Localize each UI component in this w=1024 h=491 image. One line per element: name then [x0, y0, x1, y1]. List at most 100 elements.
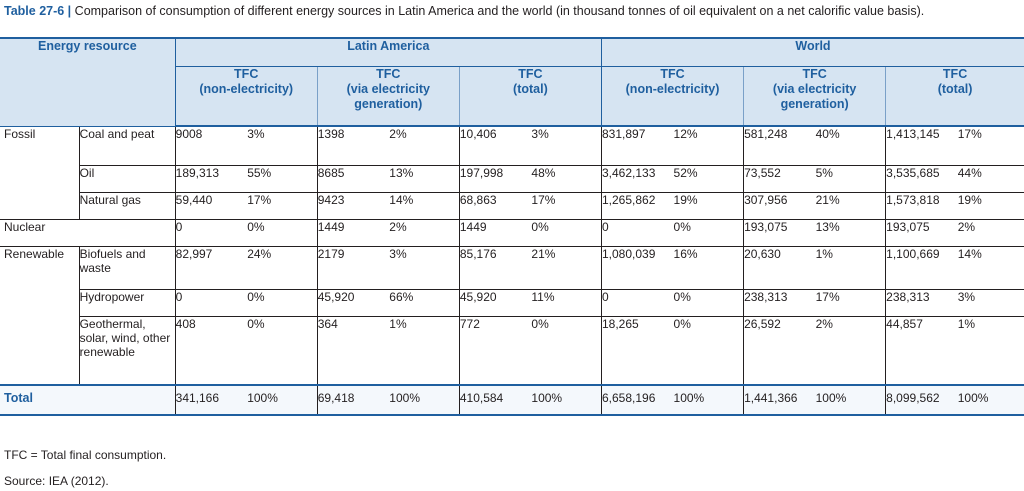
world-header: World [601, 38, 1024, 67]
la-tfc-elec-header: TFC (via electricity generation) [317, 66, 460, 127]
la-cell: 197,998 [458, 164, 532, 192]
energy-table: Energy resource Latin America World TFC … [0, 37, 1024, 416]
la-cell: 14% [389, 191, 460, 219]
la-tfc-total-header: TFC (total) [459, 66, 602, 127]
la-cell: 1398 [316, 125, 390, 165]
world-cell: 0 [600, 288, 674, 316]
row-category: Nuclear [0, 218, 176, 246]
la-total-cell: 100% [389, 384, 460, 416]
world-cell: 193,075 [743, 218, 816, 246]
la-total-cell: 410,584 [458, 384, 532, 416]
row-resource: Hydropower [78, 288, 176, 316]
world-cell: 16% [673, 245, 744, 289]
la-cell: 17% [247, 191, 318, 219]
world-cell: 2% [815, 315, 886, 385]
world-total-cell: 6,658,196 [600, 384, 674, 416]
world-total-cell: 100% [815, 384, 886, 416]
world-cell: 73,552 [743, 164, 816, 192]
world-cell: 20,630 [743, 245, 816, 289]
la-cell: 13% [389, 164, 460, 192]
la-cell: 0 [174, 288, 248, 316]
world-cell: 3,535,685 [885, 164, 958, 192]
row-resource: Geothermal, solar, wind, other renewable [78, 315, 176, 385]
la-total-cell: 100% [247, 384, 318, 416]
world-tfc-total-header: TFC (total) [885, 66, 1024, 127]
world-cell: 238,313 [885, 288, 958, 316]
la-cell: 1449 [458, 218, 532, 246]
source-footnote: Source: IEA (2012). [4, 474, 109, 488]
la-cell: 189,313 [174, 164, 248, 192]
world-cell: 17% [957, 125, 1024, 165]
energy-resource-header: Energy resource [0, 38, 176, 127]
la-cell: 11% [531, 288, 602, 316]
la-total-cell: 100% [531, 384, 602, 416]
la-cell: 408 [174, 315, 248, 385]
world-cell: 581,248 [743, 125, 816, 165]
la-cell: 17% [531, 191, 602, 219]
total-label: Total [0, 384, 176, 416]
la-cell: 85,176 [458, 245, 532, 289]
table-number: Table 27-6 | [4, 4, 72, 18]
world-cell: 1,080,039 [600, 245, 674, 289]
world-cell: 3,462,133 [600, 164, 674, 192]
world-cell: 40% [815, 125, 886, 165]
la-cell: 0% [531, 315, 602, 385]
world-cell: 1,265,862 [600, 191, 674, 219]
table-row: Fossil Coal and peat 9008 3% 1398 2% 10,406 3% 8… [0, 125, 1024, 219]
la-cell: 55% [247, 164, 318, 192]
world-cell: 5% [815, 164, 886, 192]
la-cell: 3% [531, 125, 602, 165]
world-cell: 0% [673, 288, 744, 316]
row-category: Renewable [0, 245, 80, 385]
la-cell: 0% [247, 288, 318, 316]
world-cell: 52% [673, 164, 744, 192]
world-cell: 13% [815, 218, 886, 246]
world-cell: 1,100,669 [885, 245, 958, 289]
row-category: Fossil [0, 125, 80, 219]
la-cell: 9008 [174, 125, 248, 165]
la-cell: 1% [389, 315, 460, 385]
world-cell: 19% [957, 191, 1024, 219]
la-cell: 21% [531, 245, 602, 289]
la-cell: 8685 [316, 164, 390, 192]
world-cell: 18,265 [600, 315, 674, 385]
latin-america-header: Latin America [175, 38, 602, 67]
la-cell: 0% [247, 315, 318, 385]
world-cell: 17% [815, 288, 886, 316]
world-cell: 831,897 [600, 125, 674, 165]
la-cell: 45,920 [316, 288, 390, 316]
world-cell: 0 [600, 218, 674, 246]
world-cell: 12% [673, 125, 744, 165]
world-total-cell: 100% [957, 384, 1024, 416]
la-cell: 0 [174, 218, 248, 246]
row-resource: Biofuels and waste [78, 245, 176, 289]
world-cell: 0% [673, 315, 744, 385]
la-cell: 48% [531, 164, 602, 192]
table-row: Geothermal, solar, wind, other renewable… [0, 315, 1024, 385]
world-cell: 1,413,145 [885, 125, 958, 165]
la-total-cell: 69,418 [316, 384, 390, 416]
row-resource: Oil [78, 164, 176, 192]
la-cell: 772 [458, 315, 532, 385]
world-cell: 21% [815, 191, 886, 219]
caption-text: Comparison of consumption of different e… [71, 4, 925, 18]
la-cell: 66% [389, 288, 460, 316]
world-cell: 14% [957, 245, 1024, 289]
table-row: Renewable Biofuels and waste 82,997 24% 2179… [0, 245, 1024, 385]
la-cell: 0% [531, 218, 602, 246]
la-cell: 2179 [316, 245, 390, 289]
world-cell: 238,313 [743, 288, 816, 316]
la-cell: 68,863 [458, 191, 532, 219]
total-row: Total 341,166 100% 69,418 100% 410,584 100% 6,6… [0, 384, 1024, 416]
la-cell: 24% [247, 245, 318, 289]
world-cell: 44% [957, 164, 1024, 192]
la-cell: 45,920 [458, 288, 532, 316]
world-cell: 307,956 [743, 191, 816, 219]
la-cell: 10,406 [458, 125, 532, 165]
la-cell: 2% [389, 125, 460, 165]
table-row: Nuclear 0 0% 1449 2% 1449 0% 0 0% 193,075 13% 193,0… [0, 218, 1024, 246]
la-total-cell: 341,166 [174, 384, 248, 416]
world-cell: 3% [957, 288, 1024, 316]
table-row: Oil 189,313 55% 8685 13% 197,998 48% 3,462,133 5… [0, 164, 1024, 192]
world-cell: 26,592 [743, 315, 816, 385]
